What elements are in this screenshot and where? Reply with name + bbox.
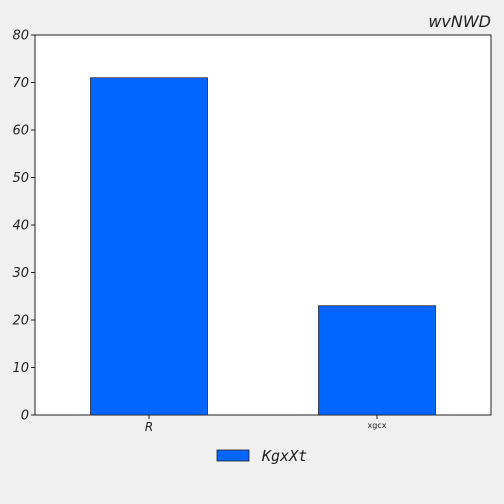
legend: KgxXt bbox=[216, 447, 307, 465]
x-tick-label: xgcx bbox=[368, 421, 387, 430]
bar-xgcx bbox=[318, 305, 436, 416]
bar-R bbox=[90, 77, 208, 416]
y-tick-label: 20 bbox=[12, 314, 29, 329]
y-tick-label: 30 bbox=[12, 266, 29, 281]
y-tick-label: 50 bbox=[12, 171, 29, 186]
y-tick-label: 70 bbox=[12, 76, 29, 91]
y-axis: 0 10 20 30 40 50 60 70 80 bbox=[12, 29, 35, 424]
y-tick-label: 60 bbox=[12, 124, 29, 139]
x-tick-label: R bbox=[145, 420, 153, 434]
legend-swatch bbox=[216, 449, 250, 462]
y-tick-label: 10 bbox=[12, 361, 29, 376]
bars bbox=[90, 77, 436, 416]
legend-label: KgxXt bbox=[261, 447, 307, 465]
chart-title: wvNWD bbox=[428, 12, 491, 31]
y-tick-label: 0 bbox=[21, 409, 29, 424]
y-tick-label: 80 bbox=[12, 29, 29, 44]
y-tick-label: 40 bbox=[12, 219, 29, 234]
